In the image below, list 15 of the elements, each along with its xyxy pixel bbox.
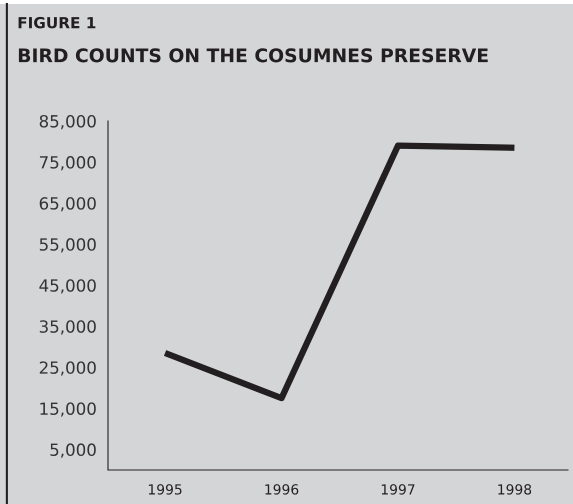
x-tick-label: 1997 — [382, 484, 414, 495]
x-tick-label: 1996 — [265, 484, 298, 495]
caption: FIGURE 1 — [18, 16, 96, 28]
x-tick-label: 1998 — [498, 484, 532, 495]
y-tick-label: 35,000 — [40, 320, 96, 335]
x-tick-label: 1995 — [148, 484, 182, 495]
y-tick-label: 65,000 — [40, 197, 96, 212]
y-tick-label: 25,000 — [40, 361, 96, 376]
y-tick-label: 85,000 — [40, 114, 96, 130]
y-tick-label: 45,000 — [39, 279, 96, 294]
y-tick-label: 15,000 — [40, 402, 96, 417]
y-tick-label: 55,000 — [40, 238, 96, 252]
y-tick-label: 5,000 — [50, 443, 96, 458]
y-tick-label: 75,000 — [40, 156, 96, 170]
chart-title: BIRD COUNTS ON THE COSUMNES PRESERVE — [18, 48, 488, 62]
